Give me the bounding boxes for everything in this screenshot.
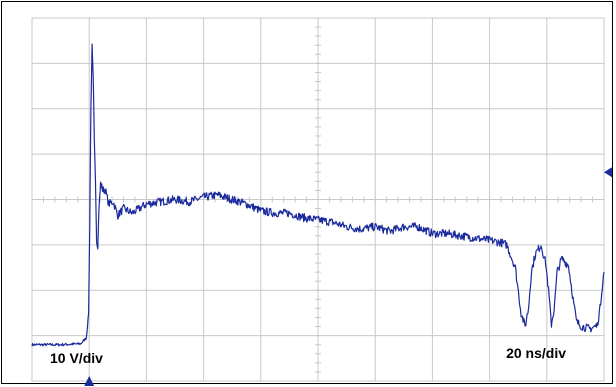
trigger-marker bbox=[84, 376, 95, 386]
waveform-trace bbox=[31, 43, 605, 347]
grid bbox=[31, 17, 605, 382]
level-marker bbox=[604, 167, 612, 178]
horizontal-scale-label: 20 ns/div bbox=[506, 345, 566, 361]
vertical-scale-label: 10 V/div bbox=[50, 350, 103, 366]
